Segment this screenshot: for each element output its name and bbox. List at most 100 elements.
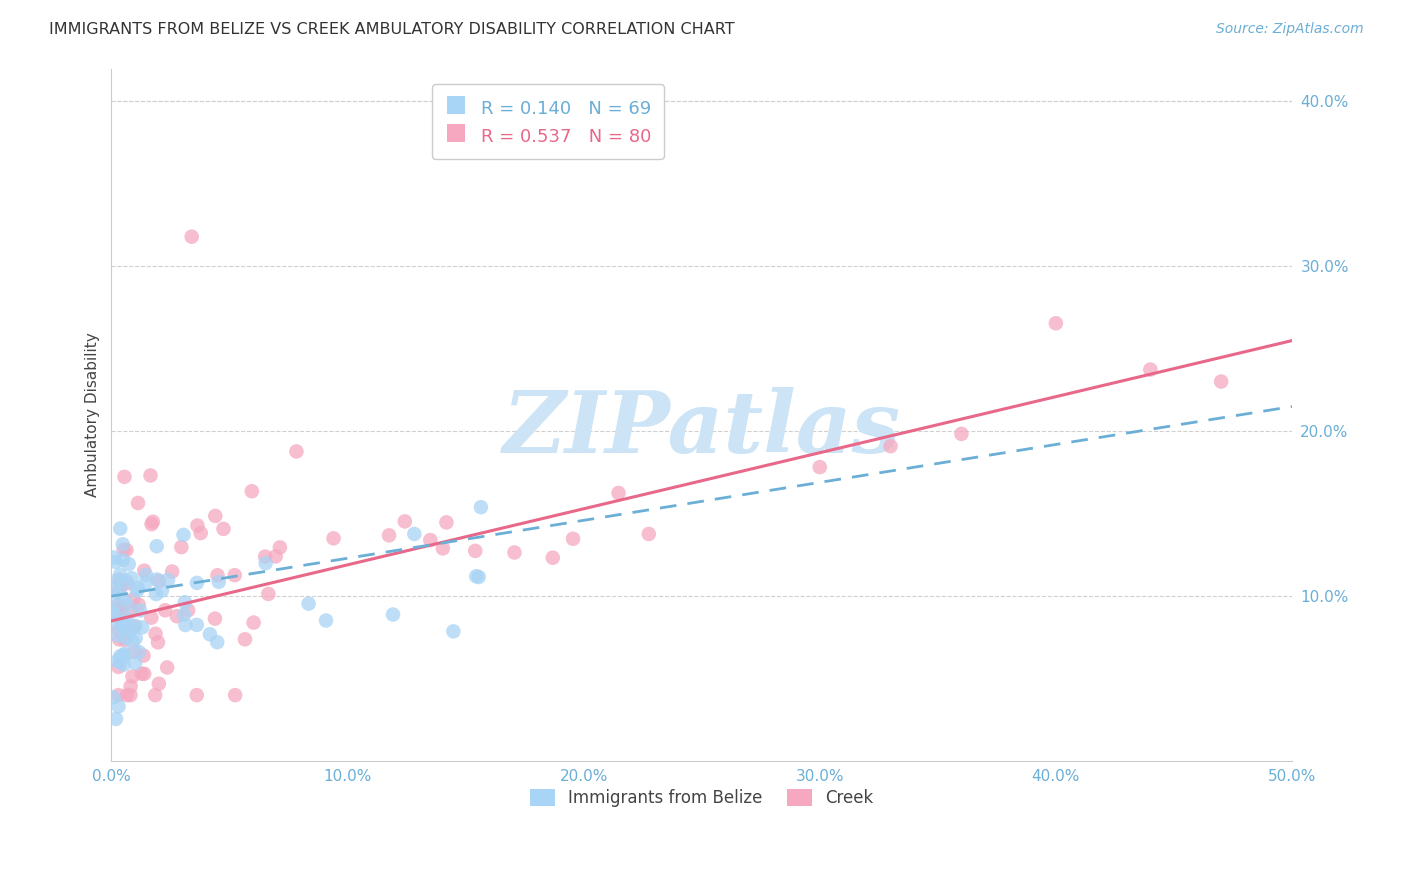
Point	[143, 688, 166, 702]
Point	[142, 515, 165, 529]
Point	[145, 539, 167, 553]
Point	[103, 591, 125, 605]
Point	[107, 688, 129, 702]
Point	[148, 677, 170, 691]
Point	[1045, 316, 1067, 330]
Point	[125, 583, 148, 598]
Point	[118, 557, 141, 571]
Point	[125, 631, 148, 645]
Point	[111, 615, 134, 629]
Point	[146, 573, 169, 587]
Point	[115, 611, 138, 625]
Point	[107, 609, 129, 624]
Point	[465, 569, 488, 583]
Point	[105, 654, 128, 668]
Point	[173, 528, 195, 542]
Point	[174, 618, 197, 632]
Point	[107, 583, 129, 598]
Point	[470, 500, 492, 515]
Point	[131, 666, 153, 681]
Point	[207, 568, 229, 582]
Point	[156, 660, 179, 674]
Point	[122, 635, 145, 649]
Point	[122, 619, 145, 633]
Point	[233, 632, 256, 647]
Point	[107, 573, 129, 587]
Point	[107, 598, 129, 612]
Point	[562, 532, 585, 546]
Point	[139, 468, 162, 483]
Point	[103, 606, 125, 620]
Point	[208, 574, 231, 589]
Text: ZIPatlas: ZIPatlas	[502, 387, 901, 470]
Point	[135, 575, 157, 590]
Point	[322, 532, 344, 546]
Point	[464, 544, 486, 558]
Point	[432, 541, 454, 556]
Point	[104, 712, 127, 726]
Point	[114, 631, 136, 645]
Point	[108, 649, 131, 664]
Point	[127, 581, 149, 595]
Point	[441, 624, 464, 639]
Point	[115, 543, 138, 558]
Point	[132, 648, 155, 663]
Point	[254, 556, 277, 570]
Point	[141, 517, 163, 532]
Point	[240, 484, 263, 499]
Point	[111, 553, 134, 567]
Point	[108, 585, 131, 599]
Point	[135, 567, 157, 582]
Point	[115, 574, 138, 589]
Point	[153, 603, 176, 617]
Point	[114, 632, 136, 647]
Point	[394, 515, 416, 529]
Point	[204, 612, 226, 626]
Point	[264, 549, 287, 564]
Point	[378, 528, 401, 542]
Point	[186, 618, 208, 632]
Point	[104, 555, 127, 569]
Point	[257, 587, 280, 601]
Point	[114, 470, 136, 484]
Point	[121, 623, 143, 637]
Point	[186, 518, 208, 533]
Point	[180, 229, 202, 244]
Point	[104, 581, 127, 595]
Point	[134, 564, 156, 578]
Point	[242, 615, 264, 630]
Point	[190, 526, 212, 541]
Point	[808, 460, 831, 475]
Point	[1211, 375, 1233, 389]
Point	[108, 573, 131, 587]
Point	[186, 688, 208, 702]
Point	[145, 587, 167, 601]
Point	[103, 550, 125, 565]
Point	[141, 610, 163, 624]
Point	[166, 609, 188, 624]
Point	[173, 595, 195, 609]
Point	[112, 542, 135, 557]
Point	[157, 573, 180, 587]
Point	[120, 604, 142, 618]
Point	[107, 699, 129, 714]
Point	[254, 549, 277, 564]
Point	[128, 645, 150, 659]
Point	[148, 574, 170, 588]
Point	[879, 439, 901, 453]
Point	[186, 575, 208, 590]
Point	[121, 669, 143, 683]
Point	[107, 660, 129, 674]
Point	[170, 540, 193, 554]
Point	[120, 679, 142, 693]
Point	[110, 655, 132, 669]
Point	[124, 619, 146, 633]
Point	[177, 603, 200, 617]
Point	[122, 592, 145, 607]
Point	[105, 616, 128, 631]
Point	[145, 627, 167, 641]
Legend: Immigrants from Belize, Creek: Immigrants from Belize, Creek	[522, 780, 882, 815]
Point	[111, 616, 134, 631]
Point	[103, 690, 125, 705]
Point	[112, 621, 135, 635]
